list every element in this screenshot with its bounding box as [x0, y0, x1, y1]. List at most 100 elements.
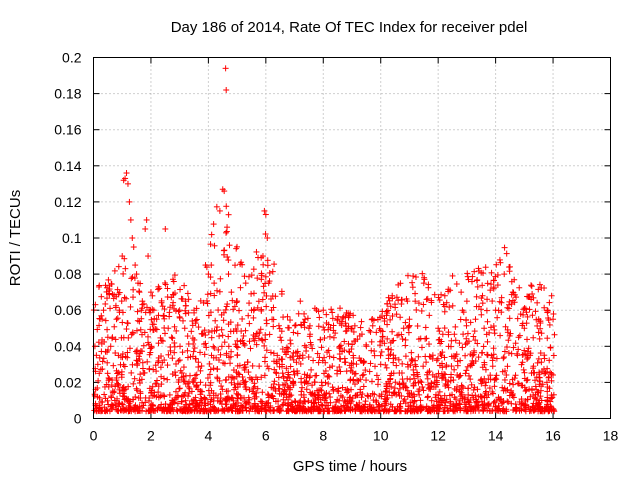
data-point: [195, 364, 202, 371]
data-point: [509, 376, 516, 383]
data-point: [478, 311, 485, 318]
data-point: [213, 203, 220, 210]
data-point: [148, 344, 155, 351]
data-point: [409, 284, 416, 291]
data-point: [176, 307, 183, 314]
data-point: [101, 391, 108, 398]
data-point: [436, 328, 443, 335]
data-point: [133, 357, 140, 364]
data-point: [264, 262, 271, 269]
data-point: [261, 207, 268, 214]
data-point: [431, 291, 438, 298]
data-point: [149, 392, 156, 399]
data-point: [373, 372, 380, 379]
data-point: [389, 312, 396, 319]
data-point: [358, 318, 365, 325]
data-point: [339, 348, 346, 355]
data-point: [98, 293, 105, 300]
data-point: [545, 373, 552, 380]
data-point: [488, 269, 495, 276]
data-point: [418, 344, 425, 351]
data-point: [527, 393, 534, 400]
y-tick-label: 0.06: [54, 302, 81, 318]
data-point: [495, 402, 502, 409]
data-point: [524, 376, 531, 383]
data-point: [384, 300, 391, 307]
data-point: [121, 363, 128, 370]
data-point: [184, 290, 191, 297]
data-point: [506, 264, 513, 271]
data-point: [112, 349, 119, 356]
data-point: [201, 327, 208, 334]
data-point: [424, 375, 431, 382]
data-point: [274, 360, 281, 367]
data-point: [452, 323, 459, 330]
data-point: [313, 372, 320, 379]
data-point: [145, 253, 152, 260]
data-point: [126, 198, 133, 205]
data-point: [124, 320, 131, 327]
data-point: [548, 377, 555, 384]
data-point: [254, 275, 261, 282]
data-point: [208, 262, 215, 269]
data-point: [129, 235, 136, 241]
data-point: [132, 262, 139, 269]
data-point: [134, 308, 141, 315]
data-point: [484, 351, 491, 358]
data-point: [292, 398, 299, 405]
data-point: [537, 393, 544, 400]
data-point: [493, 355, 500, 362]
data-point: [308, 341, 315, 348]
data-point: [458, 382, 465, 389]
data-point: [315, 359, 322, 366]
data-point: [367, 328, 374, 335]
data-point: [161, 324, 168, 331]
data-point: [506, 380, 513, 387]
data-point: [94, 361, 101, 368]
data-point: [525, 293, 532, 300]
data-point: [182, 302, 189, 309]
data-point: [160, 313, 167, 320]
data-point: [358, 394, 365, 401]
data-point: [215, 307, 222, 314]
data-point: [528, 283, 535, 290]
data-point: [106, 376, 113, 383]
data-point: [291, 371, 298, 378]
data-point: [492, 375, 499, 382]
data-point: [515, 346, 522, 353]
data-point: [520, 366, 527, 373]
data-point: [144, 339, 151, 346]
data-point: [441, 292, 448, 299]
data-point: [503, 371, 510, 378]
data-point: [192, 394, 199, 401]
data-point: [107, 343, 114, 350]
data-point: [259, 296, 266, 303]
data-point: [94, 326, 101, 333]
data-point: [164, 285, 171, 292]
data-point: [337, 305, 344, 312]
data-point: [497, 332, 504, 339]
data-point: [225, 211, 232, 218]
data-point: [297, 360, 304, 367]
data-point: [342, 320, 349, 327]
data-point: [459, 344, 466, 351]
data-point: [472, 316, 479, 323]
data-point: [279, 370, 286, 377]
data-point: [134, 387, 141, 394]
data-point: [284, 348, 291, 355]
data-point: [316, 314, 323, 321]
data-point: [177, 343, 184, 350]
x-tick-label: 16: [545, 428, 561, 444]
data-point: [304, 315, 311, 322]
data-point: [202, 340, 209, 347]
data-point: [523, 309, 530, 316]
data-point: [493, 261, 500, 268]
data-point: [122, 175, 129, 182]
data-point: [538, 284, 545, 291]
data-point: [231, 386, 238, 393]
data-point: [269, 268, 276, 275]
data-point: [287, 340, 294, 347]
data-point: [474, 340, 481, 347]
data-point: [111, 389, 118, 396]
data-point: [436, 388, 443, 395]
